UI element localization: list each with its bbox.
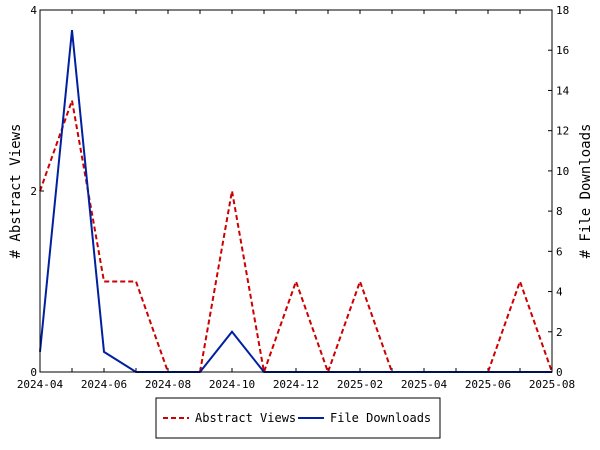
- x-tick-label-2024-08: 2024-08: [145, 378, 191, 391]
- x-tick-label-2024-06: 2024-06: [81, 378, 127, 391]
- y-tick-label-0: 0: [30, 366, 37, 379]
- y-axis-title: # Abstract Views: [8, 124, 24, 259]
- legend-label-file-downloads: File Downloads: [330, 411, 431, 425]
- plot-area-border: [39, 9, 553, 373]
- x-tick-label-2025-06: 2025-06: [465, 378, 511, 391]
- y2-tick-label-0: 0: [556, 366, 563, 379]
- y2-tick-label-8: 8: [556, 205, 563, 218]
- y2-axis-title: # File Downloads: [578, 124, 594, 259]
- legend: Abstract Views File Downloads: [155, 397, 441, 439]
- x-tick-label-2025-02: 2025-02: [337, 378, 383, 391]
- x-tick-label-2024-10: 2024-10: [209, 378, 255, 391]
- y2-tick-label-18: 18: [556, 4, 569, 17]
- y-tick-label-2: 2: [30, 185, 37, 198]
- x-tick-label-2024-12: 2024-12: [273, 378, 319, 391]
- y-tick-label-4: 4: [30, 4, 37, 17]
- y2-tick-label-12: 12: [556, 125, 569, 138]
- y2-tick-label-6: 6: [556, 245, 563, 258]
- y2-tick-label-10: 10: [556, 165, 569, 178]
- x-tick-label-2024-04: 2024-04: [17, 378, 64, 391]
- y2-tick-label-2: 2: [556, 326, 563, 339]
- x-tick-label-2025-08: 2025-08: [529, 378, 575, 391]
- y2-tick-label-14: 14: [556, 84, 570, 97]
- legend-label-abstract-views: Abstract Views: [195, 411, 296, 425]
- x-tick-label-2025-04: 2025-04: [401, 378, 448, 391]
- y2-tick-label-4: 4: [556, 286, 563, 299]
- y2-tick-label-16: 16: [556, 44, 569, 57]
